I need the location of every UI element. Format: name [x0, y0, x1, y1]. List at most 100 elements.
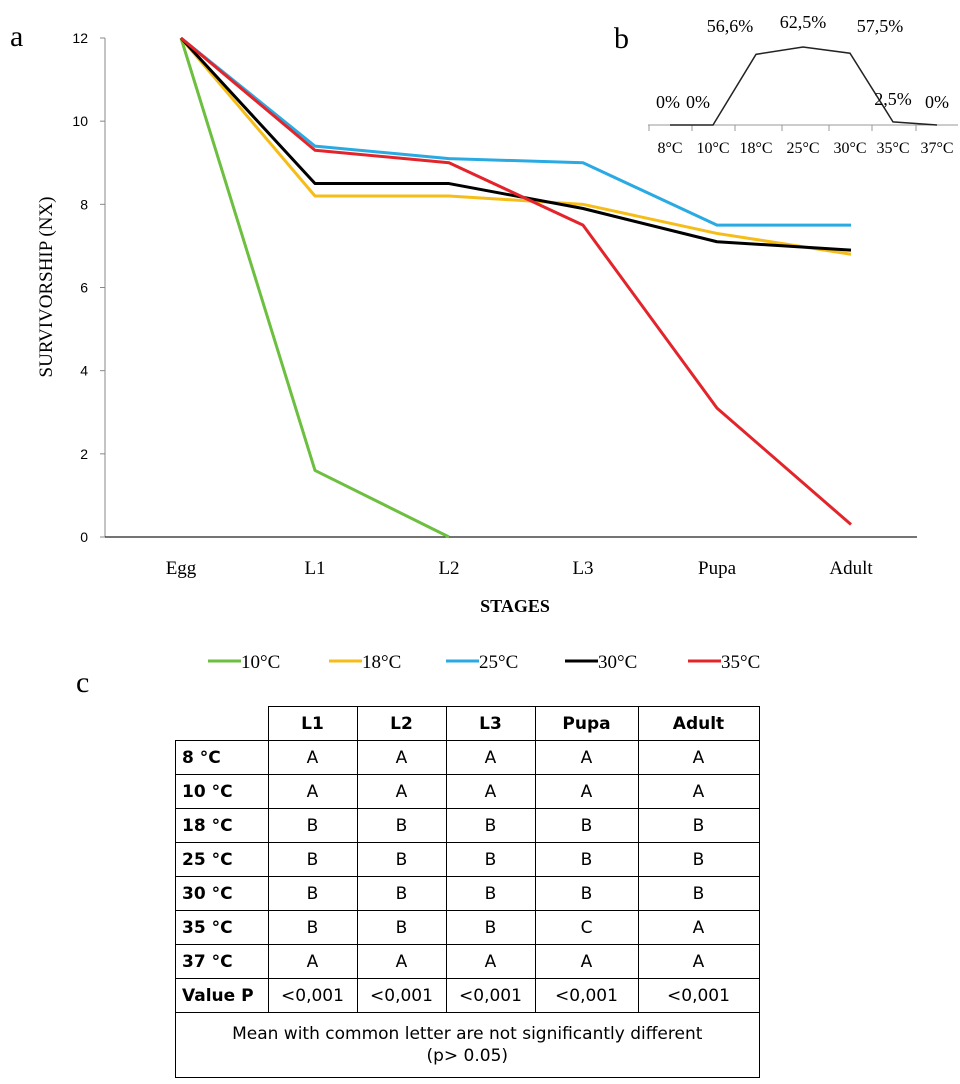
table-note-line1: Mean with common letter are not signific…: [232, 1023, 703, 1044]
inset-data-label: 2,5%: [874, 89, 912, 109]
table-cell: C: [534, 910, 639, 945]
table-row: Value P <0,001 <0,001 <0,001 <0,001 <0,001: [175, 978, 760, 1013]
y-tick-label: 2: [80, 446, 88, 462]
table-cell: A: [637, 910, 760, 945]
series-line: [179, 37, 450, 539]
inset-category-label: 8°C: [657, 140, 682, 157]
survivorship-chart: 0 2 4 6 8 10 12 Egg L1 L2 L3 Pupa Adult SURVIVORSHI…: [36, 30, 917, 673]
table-cell: B: [445, 808, 536, 843]
inset-data-label: 57,5%: [857, 16, 904, 36]
table-cell: B: [637, 876, 760, 911]
inset-data-label: 0%: [925, 92, 949, 112]
table-note-line2: (p> 0.05): [426, 1046, 509, 1066]
panel-c-letter: c: [76, 666, 90, 699]
row-label: 10 °C: [175, 774, 269, 809]
table-cell: B: [356, 842, 447, 877]
table-cell: <0,001: [637, 978, 760, 1013]
panel-a-letter: a: [10, 20, 24, 53]
table-row: 25 °C B B B B B: [175, 842, 760, 877]
inset-category-label: 18°C: [739, 140, 772, 157]
significance-table: L1 L2 L3 Pupa Adult 8 °C A A A A A 10 °C A A A A A 1…: [175, 706, 760, 1078]
col-header-adult: Adult: [637, 706, 760, 741]
table-row: 8 °C A A A A A: [175, 740, 760, 775]
table-row: 18 °C B B B B B: [175, 808, 760, 843]
table-row: 10 °C A A A A A: [175, 774, 760, 809]
y-axis-label: SURVIVORSHIP (NX): [36, 197, 57, 378]
inset-data-label: 0%: [686, 92, 710, 112]
row-label: 8 °C: [175, 740, 269, 775]
series-line: [179, 36, 852, 252]
inset-category-label: 10°C: [696, 140, 729, 157]
table-cell: A: [534, 944, 639, 979]
x-axis-label: STAGES: [480, 596, 550, 616]
y-tick-label: 10: [72, 113, 88, 129]
table-cell: <0,001: [445, 978, 536, 1013]
series-line: [180, 36, 852, 526]
table-cell: A: [356, 740, 447, 775]
table-cell: B: [637, 842, 760, 877]
table-cell: A: [356, 944, 447, 979]
legend-label: 25°C: [479, 652, 518, 673]
table-cell: A: [637, 774, 760, 809]
table-cell: B: [445, 842, 536, 877]
x-tick-label: L1: [304, 558, 325, 579]
table-cell: B: [356, 876, 447, 911]
table-cell: B: [445, 910, 536, 945]
inset-data-label: 0%: [656, 92, 680, 112]
inset-category-label: 37°C: [920, 140, 953, 157]
table-row: 30 °C B B B B B: [175, 876, 760, 911]
table-cell: A: [267, 740, 358, 775]
inset-category-label: 30°C: [833, 140, 866, 157]
x-tick-label: Adult: [829, 558, 873, 579]
table-cell: B: [267, 842, 358, 877]
row-label: 35 °C: [175, 910, 269, 945]
table-cell: B: [534, 808, 639, 843]
table-row: 37 °C A A A A A: [175, 944, 760, 979]
legend-label: 18°C: [362, 652, 401, 673]
x-tick-label: Egg: [166, 558, 197, 579]
table-cell: A: [637, 740, 760, 775]
series-line: [180, 36, 851, 227]
table-cell: B: [356, 910, 447, 945]
table-cell: A: [445, 774, 536, 809]
legend-label: 35°C: [721, 652, 760, 673]
table-cell: A: [534, 740, 639, 775]
inset-data-label: 62,5%: [780, 12, 827, 32]
table-header-row: L1 L2 L3 Pupa Adult: [175, 706, 760, 741]
row-label: 18 °C: [175, 808, 269, 843]
row-label: 30 °C: [175, 876, 269, 911]
panel-b-letter: b: [614, 22, 629, 55]
x-tick-label: L3: [572, 558, 593, 579]
series-line: [179, 37, 852, 256]
col-header-pupa: Pupa: [534, 706, 639, 741]
table-corner: [175, 706, 269, 741]
inset-category-label: 25°C: [786, 140, 819, 157]
inset-percent-line: [670, 46, 938, 126]
y-tick-label: 8: [80, 196, 88, 212]
row-label: 25 °C: [175, 842, 269, 877]
table-cell: B: [637, 808, 760, 843]
table-cell: <0,001: [267, 978, 358, 1013]
inset-percent-chart: 0% 0% 56,6% 62,5% 57,5% 2,5% 0% 8°C 10°C 18°C 25°…: [648, 12, 958, 157]
table-cell: <0,001: [534, 978, 639, 1013]
row-label: 37 °C: [175, 944, 269, 979]
table-cell: B: [267, 876, 358, 911]
row-label: Value P: [175, 978, 269, 1013]
col-header-l3: L3: [445, 706, 536, 741]
y-tick-label: 6: [80, 280, 88, 296]
y-tick-label: 4: [80, 363, 88, 379]
table-cell: B: [534, 842, 639, 877]
table-cell: A: [445, 944, 536, 979]
col-header-l2: L2: [356, 706, 447, 741]
x-tick-label: L2: [438, 558, 459, 579]
table-cell: <0,001: [356, 978, 447, 1013]
y-tick-label: 0: [80, 529, 88, 545]
table-cell: B: [534, 876, 639, 911]
table-cell: B: [267, 910, 358, 945]
table-note-row: Mean with common letter are not signific…: [175, 1012, 760, 1078]
table-cell: A: [637, 944, 760, 979]
table-cell: B: [267, 808, 358, 843]
legend-label: 30°C: [598, 652, 637, 673]
table-cell: A: [356, 774, 447, 809]
y-tick-label: 12: [72, 30, 88, 46]
